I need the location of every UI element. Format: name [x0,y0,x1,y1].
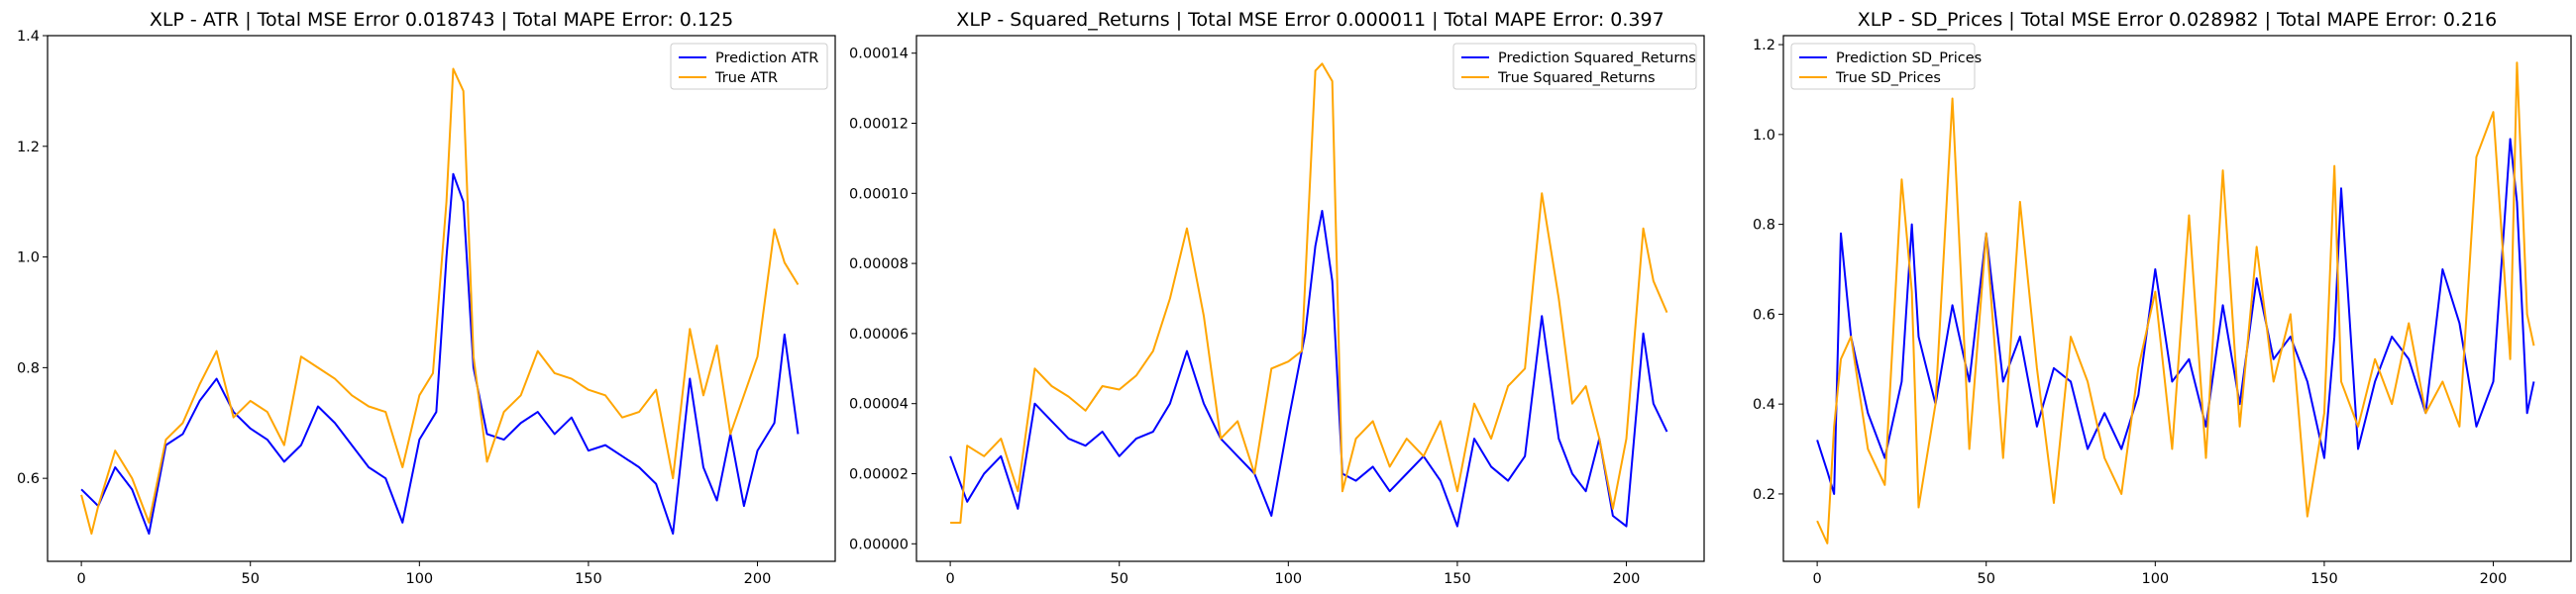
legend: Prediction Squared_Returns True Squared_R… [1452,43,1697,90]
x-tick-label: 200 [1613,571,1641,587]
legend-label: Prediction ATR [715,50,818,66]
y-tick-label: 0.00000 [849,537,909,552]
legend-label: Prediction SD_Prices [1836,50,1982,66]
x-tick-label: 0 [77,571,86,587]
legend-box [670,43,828,90]
x-tick-label: 100 [2141,571,2169,587]
y-tick-label: 1.0 [17,250,40,266]
series-line-prediction [80,172,800,536]
chart-title: XLP - SD_Prices | Total MSE Error 0.0289… [1858,9,2497,31]
x-tick-label: 50 [241,571,259,587]
legend-label: True ATR [714,70,778,86]
series-line-true [80,67,800,536]
y-tick-label: 0.6 [1753,307,1775,323]
legend-label: True SD_Prices [1835,70,1941,86]
x-tick-label: 150 [2310,571,2338,587]
y-tick-label: 1.0 [1753,128,1775,144]
chart-title: XLP - Squared_Returns | Total MSE Error … [956,9,1664,31]
y-tick-label: 1.4 [17,29,40,45]
x-tick-label: 100 [1274,571,1302,587]
y-tick-label: 0.00004 [849,397,909,413]
legend-label: True Squared_Returns [1497,70,1656,86]
chart-title: XLP - ATR | Total MSE Error 0.018743 | T… [150,9,733,31]
x-tick-label: 200 [2480,571,2508,587]
y-tick-label: 1.2 [17,140,40,155]
y-tick-label: 0.00010 [849,186,909,202]
series-line-true [950,62,1668,525]
y-tick-label: 0.6 [17,471,40,487]
x-tick-label: 150 [1444,571,1471,587]
y-tick-label: 0.8 [17,360,40,376]
plot-frame [915,35,1705,562]
legend-box [1790,43,1976,90]
chart-2: XLP - Squared_Returns | Total MSE Error … [849,9,1705,587]
y-tick-label: 0.8 [1753,218,1775,234]
y-tick-label: 0.00006 [849,327,909,343]
chart-1: XLP - ATR | Total MSE Error 0.018743 | T… [17,9,836,587]
y-tick-label: 1.2 [1753,38,1775,53]
y-tick-label: 0.2 [1753,487,1775,503]
x-tick-label: 200 [744,571,772,587]
legend-label: Prediction Squared_Returns [1498,50,1696,66]
y-tick-label: 0.00002 [849,467,909,483]
x-tick-label: 150 [575,571,602,587]
y-tick-label: 0.4 [1753,397,1775,413]
legend: Prediction SD_Prices True SD_Prices [1790,43,1982,90]
x-tick-label: 0 [1813,571,1822,587]
x-tick-label: 0 [946,571,955,587]
series-line-true [1816,61,2535,544]
series-line-prediction [949,210,1668,528]
y-tick-label: 0.00008 [849,256,909,272]
x-tick-label: 50 [1110,571,1127,587]
plot-frame [1782,35,2572,562]
legend: Prediction ATR True ATR [670,43,828,90]
x-tick-label: 100 [405,571,433,587]
y-tick-label: 0.00014 [849,47,909,62]
legend-box [1452,43,1697,90]
plot-frame [47,35,836,562]
x-tick-label: 50 [1977,571,1994,587]
chart-3: XLP - SD_Prices | Total MSE Error 0.0289… [1753,9,2572,587]
y-tick-label: 0.00012 [849,117,909,133]
